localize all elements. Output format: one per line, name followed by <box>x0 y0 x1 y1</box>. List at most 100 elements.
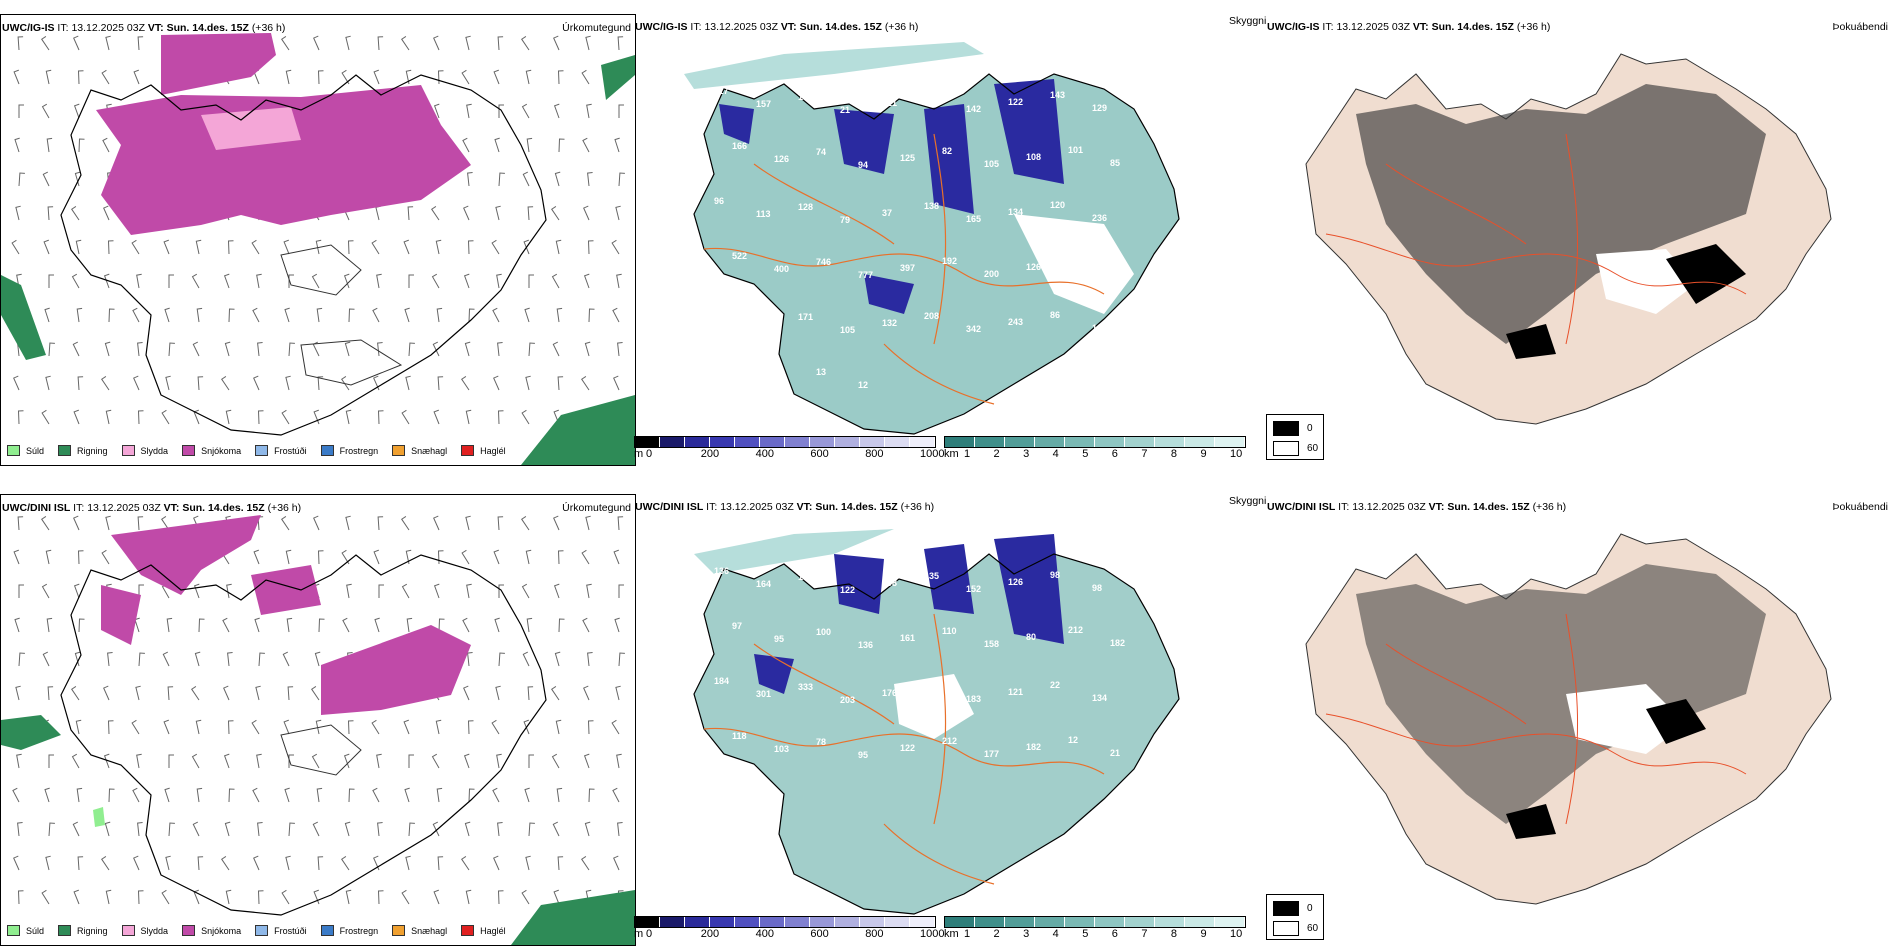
wind-barb <box>377 410 384 425</box>
wind-barb <box>377 516 384 531</box>
cloud-base-label: 134 <box>1008 207 1023 217</box>
precip-legend-label: Frostúði <box>274 445 307 456</box>
colorbar-segment <box>785 437 810 447</box>
wind-barb <box>46 137 53 153</box>
visibility-colorbar <box>944 436 1246 448</box>
wind-barb <box>408 342 415 357</box>
colorbar-segment <box>760 917 785 927</box>
wind-barb <box>76 787 83 803</box>
wind-barb <box>583 273 590 289</box>
colorbar-tick-label: 3 <box>1023 448 1030 460</box>
wind-barb <box>462 617 470 633</box>
wind-barb <box>137 36 144 51</box>
wind-barb <box>192 821 200 837</box>
precip-legend-swatch <box>58 445 72 456</box>
cloud-base-label: 166 <box>732 141 747 151</box>
colorbar-segment <box>1005 917 1035 927</box>
wind-barb <box>138 584 144 598</box>
wind-barb <box>492 787 500 803</box>
wind-barb <box>526 617 533 633</box>
wind-barb <box>493 549 500 565</box>
wind-barb <box>48 342 55 357</box>
wind-barb <box>166 617 173 633</box>
wind-barb <box>553 35 560 51</box>
wind-barb <box>44 787 50 803</box>
cloud-base-label: 100 <box>816 627 831 637</box>
wind-barb <box>524 787 530 803</box>
wind-barb <box>552 341 560 357</box>
wind-barb <box>225 409 232 425</box>
wind-barb <box>408 274 414 288</box>
wind-barb <box>131 239 140 255</box>
cloud-base-label: 13 <box>816 367 826 377</box>
wind-barb <box>75 719 82 735</box>
wind-barb <box>581 69 590 85</box>
wind-barb <box>281 409 290 425</box>
wind-barb <box>492 307 500 323</box>
wind-barb <box>557 550 564 565</box>
cloud-base-label: 161 <box>900 633 915 643</box>
colorbar-tick-label: 5 <box>1082 928 1089 940</box>
wind-barb <box>14 617 20 633</box>
coastline <box>693 553 1180 915</box>
wind-barb <box>521 409 530 425</box>
wind-barb <box>341 375 350 391</box>
wind-barb <box>433 103 440 119</box>
wind-barb <box>525 69 532 85</box>
cloud-base-label: 126 <box>1026 262 1041 272</box>
precip-legend: Súld Rigning Slydda Snjókoma Frostúði Frostre… <box>7 445 520 456</box>
colorbar-tick-label: 1000 <box>920 448 945 460</box>
wind-barb <box>18 172 25 187</box>
wind-barb <box>493 855 500 871</box>
wind-barb <box>495 205 501 221</box>
wind-barb <box>47 686 54 701</box>
wind-barb <box>108 788 115 803</box>
wind-barb <box>557 376 564 391</box>
wind-barb <box>316 307 323 323</box>
wind-barb <box>18 584 24 598</box>
wind-barb <box>467 720 474 735</box>
cloud-base-label: 118 <box>732 731 747 741</box>
precip-legend-item: Snjókoma <box>182 925 241 936</box>
colorbar-segment <box>1155 917 1185 927</box>
wind-barb <box>405 549 412 565</box>
wind-barb <box>197 856 204 871</box>
wind-barb <box>73 409 80 425</box>
precip-legend-item: Slydda <box>121 445 168 456</box>
wind-barb <box>557 70 564 85</box>
wind-barb <box>45 549 52 565</box>
wind-barb <box>553 103 560 119</box>
cloud-base-label: 117 <box>714 86 729 96</box>
road-network <box>703 613 1105 885</box>
wind-barb <box>438 618 445 633</box>
wind-barb <box>377 36 384 51</box>
cloud-base-ticks: 0 200 400 600 800 1000 <box>646 928 944 942</box>
colorbar-segment <box>785 917 810 927</box>
wind-barb <box>405 69 412 85</box>
wind-barb <box>42 171 50 187</box>
wind-barb <box>436 307 443 323</box>
wind-barb <box>405 855 411 871</box>
wind-barb <box>498 652 505 667</box>
wind-barb <box>618 652 625 667</box>
wind-barb <box>73 35 80 51</box>
colorbar-tick-label: 6 <box>1111 448 1118 460</box>
fog-legend-60: 60 <box>1273 921 1318 936</box>
wind-barb <box>107 240 114 255</box>
wind-barb <box>133 375 140 391</box>
wind-barb <box>288 342 295 357</box>
wind-barb <box>168 342 175 357</box>
panel-title: UWC/IG-IS IT: 13.12.2025 03Z VT: Sun. 14… <box>2 22 286 34</box>
wind-barb <box>43 239 50 255</box>
wind-barb <box>614 617 620 633</box>
fog-legend-swatch <box>1273 441 1299 456</box>
visibility-unit: km <box>944 448 959 460</box>
wind-barb <box>616 273 622 289</box>
panel-title: UWC/IG-IS IT: 13.12.2025 03Z VT: Sun. 14… <box>635 21 919 33</box>
wind-barb <box>252 787 260 803</box>
colorbar-tick-label: 200 <box>700 928 720 940</box>
wind-barb <box>496 753 502 769</box>
wind-barb <box>77 376 84 391</box>
cloud-base-label: 12 <box>1068 735 1078 745</box>
wind-barb <box>228 788 235 803</box>
